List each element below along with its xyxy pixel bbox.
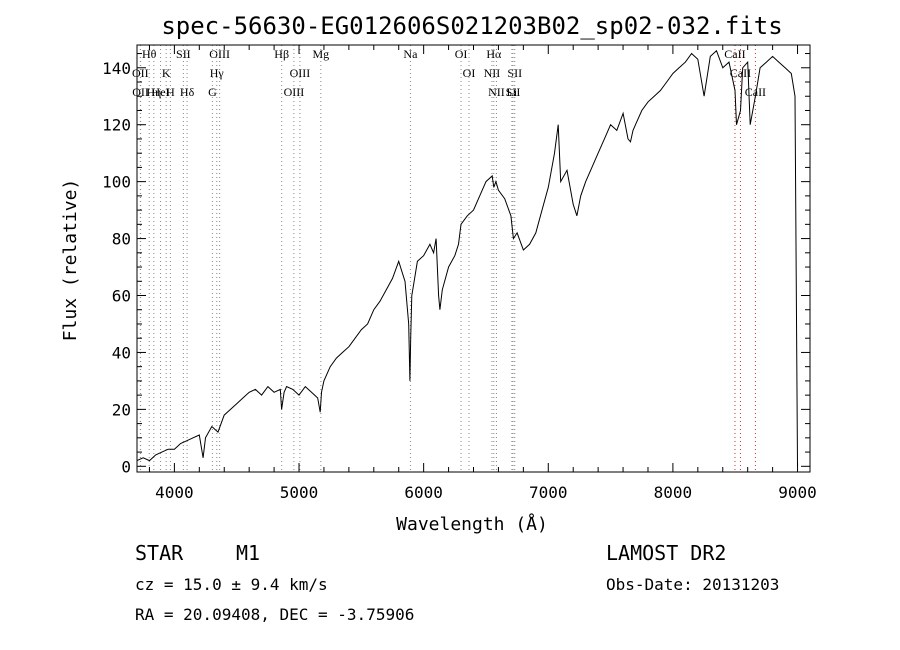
line-marker-label: Hβ [274, 47, 289, 61]
x-tick-label: 9000 [778, 483, 817, 502]
line-marker-label: H [166, 85, 175, 99]
line-marker-label: Na [403, 47, 418, 61]
y-tick-label: 80 [112, 230, 131, 249]
line-marker-label: NII [488, 85, 505, 99]
line-marker-label: CaII [745, 85, 766, 99]
line-marker-label: CaII [730, 66, 751, 80]
plot-frame [136, 44, 811, 473]
y-tick-label: 60 [112, 287, 131, 306]
chart-title: spec-56630-EG012606S021203B02_sp02-032.f… [161, 12, 782, 40]
axis-ticks: 4000 5000 6000 7000 8000 9000 0 20 40 60 80 100 120 1… [102, 45, 817, 502]
object-subclass: M1 [236, 541, 260, 565]
line-marker-label: Hδ [180, 85, 195, 99]
line-marker-label: OI [463, 66, 476, 80]
line-marker-label: Hα [486, 47, 502, 61]
x-tick-label: 5000 [280, 483, 319, 502]
redshift-text: cz = 15.0 ± 9.4 km/s [135, 575, 328, 594]
survey-name: LAMOST DR2 [606, 541, 726, 565]
line-marker-label: G [208, 85, 217, 99]
y-tick-label: 120 [102, 116, 131, 135]
line-marker-label: Mg [312, 47, 329, 61]
line-marker-label: SII [506, 85, 521, 99]
x-axis-label: Wavelength (Å) [396, 513, 548, 535]
series-group [136, 49, 798, 467]
line-marker-label: OII [132, 85, 149, 99]
line-marker-label: Hγ [210, 66, 225, 80]
line-marker-label: SII [507, 66, 522, 80]
coords-text: RA = 20.09408, DEC = -3.75906 [135, 605, 414, 624]
line-marker-label: Hθ [142, 47, 157, 61]
y-tick-label: 140 [102, 59, 131, 78]
object-class: STAR [135, 541, 184, 565]
x-tick-label: 8000 [654, 483, 693, 502]
line-marker-label: NII [484, 66, 501, 80]
y-axis-label: Flux (relative) [60, 179, 81, 342]
y-tick-label: 40 [112, 343, 131, 362]
line-marker-label: OIII [284, 85, 305, 99]
line-marker-label: OIII [290, 66, 311, 80]
y-tick-label: 20 [112, 400, 131, 419]
line-marker-label: OI [455, 47, 468, 61]
line-marker-label: K [162, 66, 171, 80]
line-marker-label: Li [507, 85, 518, 99]
line-marker-label: CaII [724, 47, 745, 61]
x-tick-label: 6000 [404, 483, 443, 502]
spectrum-line-0 [136, 49, 798, 467]
line-marker-label: Hη [146, 85, 161, 99]
line-marker-label: OIII [209, 47, 230, 61]
y-tick-label: 100 [102, 173, 131, 192]
line-marker-label: HeI [152, 85, 170, 99]
y-tick-label: 0 [121, 457, 131, 476]
x-tick-label: 4000 [155, 483, 194, 502]
x-tick-label: 7000 [529, 483, 568, 502]
line-marker-label: SII [176, 47, 191, 61]
obs-date-text: Obs-Date: 20131203 [606, 575, 779, 594]
